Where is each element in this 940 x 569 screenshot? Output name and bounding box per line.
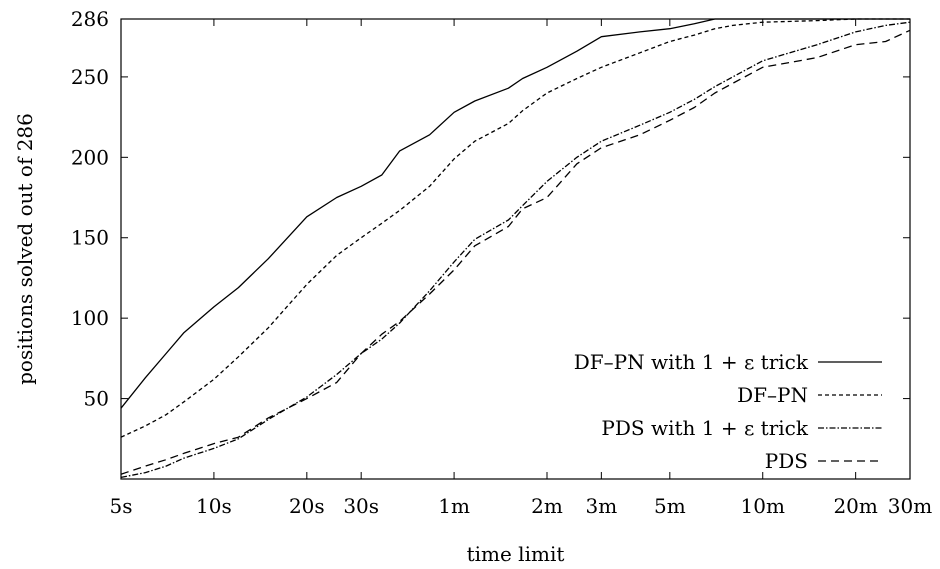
x-tick-label: 20s (289, 494, 325, 518)
x-tick-label: 10s (196, 494, 232, 518)
legend-label: PDS with 1 + ε trick (601, 416, 808, 440)
x-tick-label: 20m (833, 494, 877, 518)
series-layer (120, 18, 911, 479)
axis-ticks: 5s 10s 20s 30s 1m 2m 3m 5m 10m 20m 30m 50 100 150 200 2… (71, 7, 932, 518)
y-tick-label: 200 (71, 145, 109, 169)
x-tick-label: 5m (654, 494, 686, 518)
x-tick-label: 30m (888, 494, 932, 518)
x-tick-label: 2m (531, 494, 563, 518)
x-axis-title: time limit (467, 542, 565, 566)
plot-frame (120, 18, 911, 480)
y-tick-label: 286 (71, 7, 109, 31)
series-line-4 (120, 29, 911, 475)
legend-label: DF–PN (737, 383, 808, 407)
x-tick-label: 30s (343, 494, 379, 518)
x-tick-label: 5s (110, 494, 133, 518)
series-line-1 (120, 18, 910, 409)
y-tick-label: 150 (71, 226, 109, 250)
series-line-2 (120, 18, 910, 438)
x-tick-label: 3m (585, 494, 617, 518)
series-line-3 (120, 21, 911, 479)
x-tick-label: 1m (438, 494, 470, 518)
legend-label: DF–PN with 1 + ε trick (574, 350, 809, 374)
legend-label: PDS (765, 449, 808, 473)
y-axis-title: positions solved out of 286 (13, 113, 37, 385)
y-tick-label: 50 (84, 387, 109, 411)
y-tick-label: 100 (71, 306, 109, 330)
y-tick-label: 250 (71, 65, 109, 89)
x-tick-label: 10m (741, 494, 785, 518)
legend: DF–PN with 1 + ε trick DF–PN PDS with 1 + … (574, 350, 882, 473)
